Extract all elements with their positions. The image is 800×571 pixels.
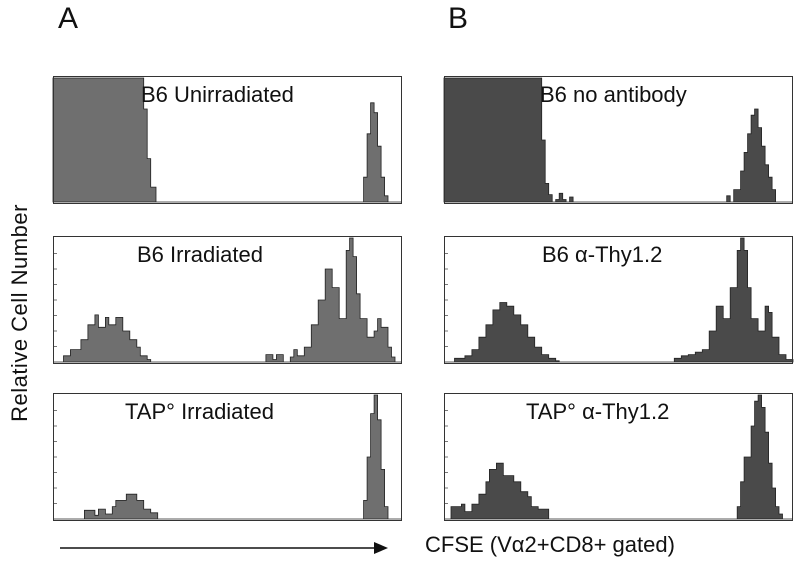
histogram-series — [444, 237, 794, 363]
histogram-series — [53, 394, 402, 520]
histogram-b3: TAP° α-Thy1.2 — [444, 393, 793, 521]
histogram-series — [53, 237, 402, 363]
plot-frame — [53, 393, 402, 521]
panel-letter-b: B — [448, 2, 469, 35]
histogram-a1-title: B6 Unirradiated — [141, 82, 294, 107]
histogram-series — [443, 77, 793, 203]
plot-frame — [444, 393, 793, 521]
plot-frame — [444, 76, 793, 204]
histogram-a2-title: B6 Irradiated — [137, 242, 263, 267]
histogram-b1: B6 no antibody — [443, 76, 793, 204]
histogram-b1-svg — [443, 76, 793, 204]
histogram-a3-title: TAP° Irradiated — [125, 399, 275, 424]
plot-frame — [53, 236, 402, 364]
histogram-b2-svg — [444, 236, 794, 364]
y-axis-label: Relative Cell Number — [7, 204, 32, 422]
histogram-series — [52, 77, 402, 203]
histogram-a3: TAP° Irradiated — [53, 393, 402, 521]
histogram-a3-svg — [53, 393, 402, 521]
histogram-a1: B6 Unirradiated — [52, 76, 402, 204]
histogram-series — [444, 394, 793, 520]
histogram-a2-svg — [53, 236, 402, 364]
plot-frame — [444, 236, 793, 364]
panel-letter-a: A — [58, 2, 79, 35]
histogram-a2: B6 Irradiated — [53, 236, 402, 364]
histogram-b2-title: B6 α-Thy1.2 — [542, 242, 663, 267]
histogram-a1-svg — [52, 76, 402, 204]
histogram-b2: B6 α-Thy1.2 — [444, 236, 794, 364]
histogram-b1-title: B6 no antibody — [540, 82, 687, 107]
x-axis-arrow — [60, 542, 388, 554]
x-axis-label: CFSE (Vα2+CD8+ gated) — [425, 532, 675, 557]
plot-frame — [53, 76, 402, 204]
histogram-b3-title: TAP° α-Thy1.2 — [526, 399, 670, 424]
histogram-b3-svg — [444, 393, 793, 521]
